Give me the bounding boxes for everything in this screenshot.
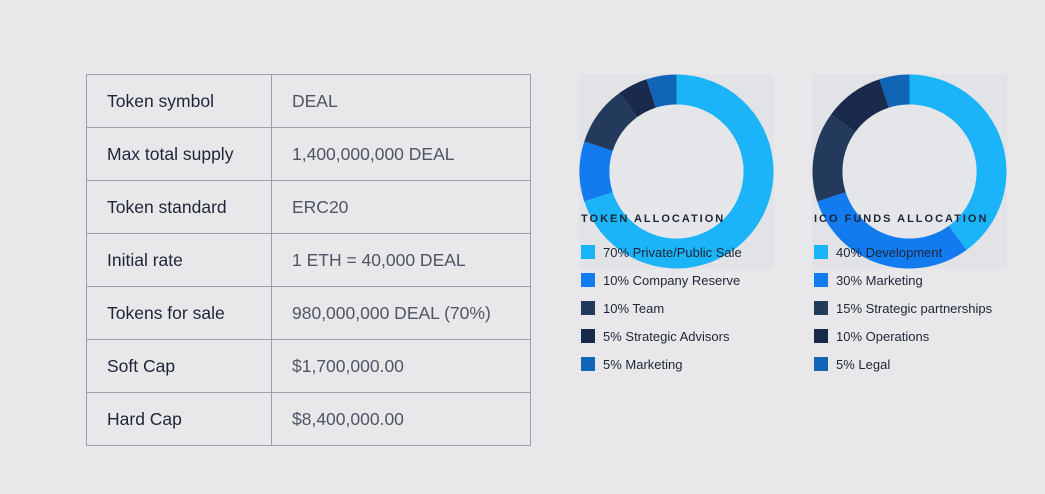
token-info-key: Initial rate <box>86 233 272 287</box>
legend-item: 30% Marketing <box>814 266 992 294</box>
token-info-table: Token symbol DEAL Max total supply 1,400,00… <box>86 74 531 446</box>
token-info-value: 980,000,000 DEAL (70%) <box>271 286 531 340</box>
legend-item: 10% Company Reserve <box>581 266 742 294</box>
legend-swatch <box>581 357 595 371</box>
ico-funds-legend: 40% Development 30% Marketing 15% Strategi… <box>814 238 992 378</box>
token-info-row: Soft Cap $1,700,000.00 <box>86 339 531 393</box>
legend-item: 15% Strategic partnerships <box>814 294 992 322</box>
legend-swatch <box>814 329 828 343</box>
legend-label: 10% Company Reserve <box>603 272 741 288</box>
donut-hole <box>842 104 977 239</box>
donut-slice <box>584 74 774 269</box>
ico-funds-title: ICO FUNDS ALLOCATION <box>814 213 989 225</box>
legend-item: 5% Strategic Advisors <box>581 322 742 350</box>
token-info-row: Max total supply 1,400,000,000 DEAL <box>86 127 531 181</box>
donut-slice <box>812 114 856 202</box>
legend-label: 5% Marketing <box>603 356 683 372</box>
token-info-value: 1,400,000,000 DEAL <box>271 127 531 181</box>
ico-funds-donut <box>812 74 1007 269</box>
token-info-value: $1,700,000.00 <box>271 339 531 393</box>
legend-label: 10% Operations <box>836 328 930 344</box>
token-info-key: Max total supply <box>86 127 272 181</box>
legend-item: 40% Development <box>814 238 992 266</box>
token-info-row: Token symbol DEAL <box>86 74 531 128</box>
legend-swatch <box>581 329 595 343</box>
legend-item: 5% Legal <box>814 350 992 378</box>
legend-swatch <box>814 357 828 371</box>
legend-label: 70% Private/Public Sale <box>603 244 742 260</box>
legend-swatch <box>814 273 828 287</box>
legend-swatch <box>581 245 595 259</box>
donut-slice <box>646 74 677 108</box>
token-info-row: Hard Cap $8,400,000.00 <box>86 392 531 446</box>
donut-slice <box>879 74 910 108</box>
token-allocation-title: TOKEN ALLOCATION <box>581 213 726 225</box>
token-info-row: Initial rate 1 ETH = 40,000 DEAL <box>86 233 531 287</box>
token-info-value: $8,400,000.00 <box>271 392 531 446</box>
donut-slice <box>619 79 656 118</box>
token-allocation-legend: 70% Private/Public Sale 10% Company Reser… <box>581 238 742 378</box>
legend-swatch <box>581 301 595 315</box>
token-info-key: Hard Cap <box>86 392 272 446</box>
donut-hole <box>609 104 744 239</box>
ico-funds-chart <box>812 74 1007 269</box>
token-info-key: Token standard <box>86 180 272 234</box>
legend-item: 10% Team <box>581 294 742 322</box>
donut-slice <box>909 74 1007 250</box>
token-allocation-donut <box>579 74 774 269</box>
token-allocation-chart <box>579 74 774 269</box>
token-info-key: Soft Cap <box>86 339 272 393</box>
token-info-key: Token symbol <box>86 74 272 128</box>
legend-label: 5% Strategic Advisors <box>603 328 730 344</box>
legend-item: 5% Marketing <box>581 350 742 378</box>
donut-slice <box>831 79 889 133</box>
token-info-value: DEAL <box>271 74 531 128</box>
legend-item: 10% Operations <box>814 322 992 350</box>
legend-swatch <box>814 301 828 315</box>
legend-label: 10% Team <box>603 300 665 316</box>
legend-swatch <box>581 273 595 287</box>
legend-swatch <box>814 245 828 259</box>
token-info-key: Tokens for sale <box>86 286 272 340</box>
legend-label: 40% Development <box>836 244 943 260</box>
donut-slice <box>584 93 638 151</box>
token-info-value: 1 ETH = 40,000 DEAL <box>271 233 531 287</box>
legend-label: 15% Strategic partnerships <box>836 300 993 316</box>
donut-slice <box>579 141 613 202</box>
legend-label: 5% Legal <box>836 356 891 372</box>
token-info-row: Token standard ERC20 <box>86 180 531 234</box>
token-info-row: Tokens for sale 980,000,000 DEAL (70%) <box>86 286 531 340</box>
legend-label: 30% Marketing <box>836 272 923 288</box>
legend-item: 70% Private/Public Sale <box>581 238 742 266</box>
donut-slice <box>817 192 967 269</box>
token-info-value: ERC20 <box>271 180 531 234</box>
